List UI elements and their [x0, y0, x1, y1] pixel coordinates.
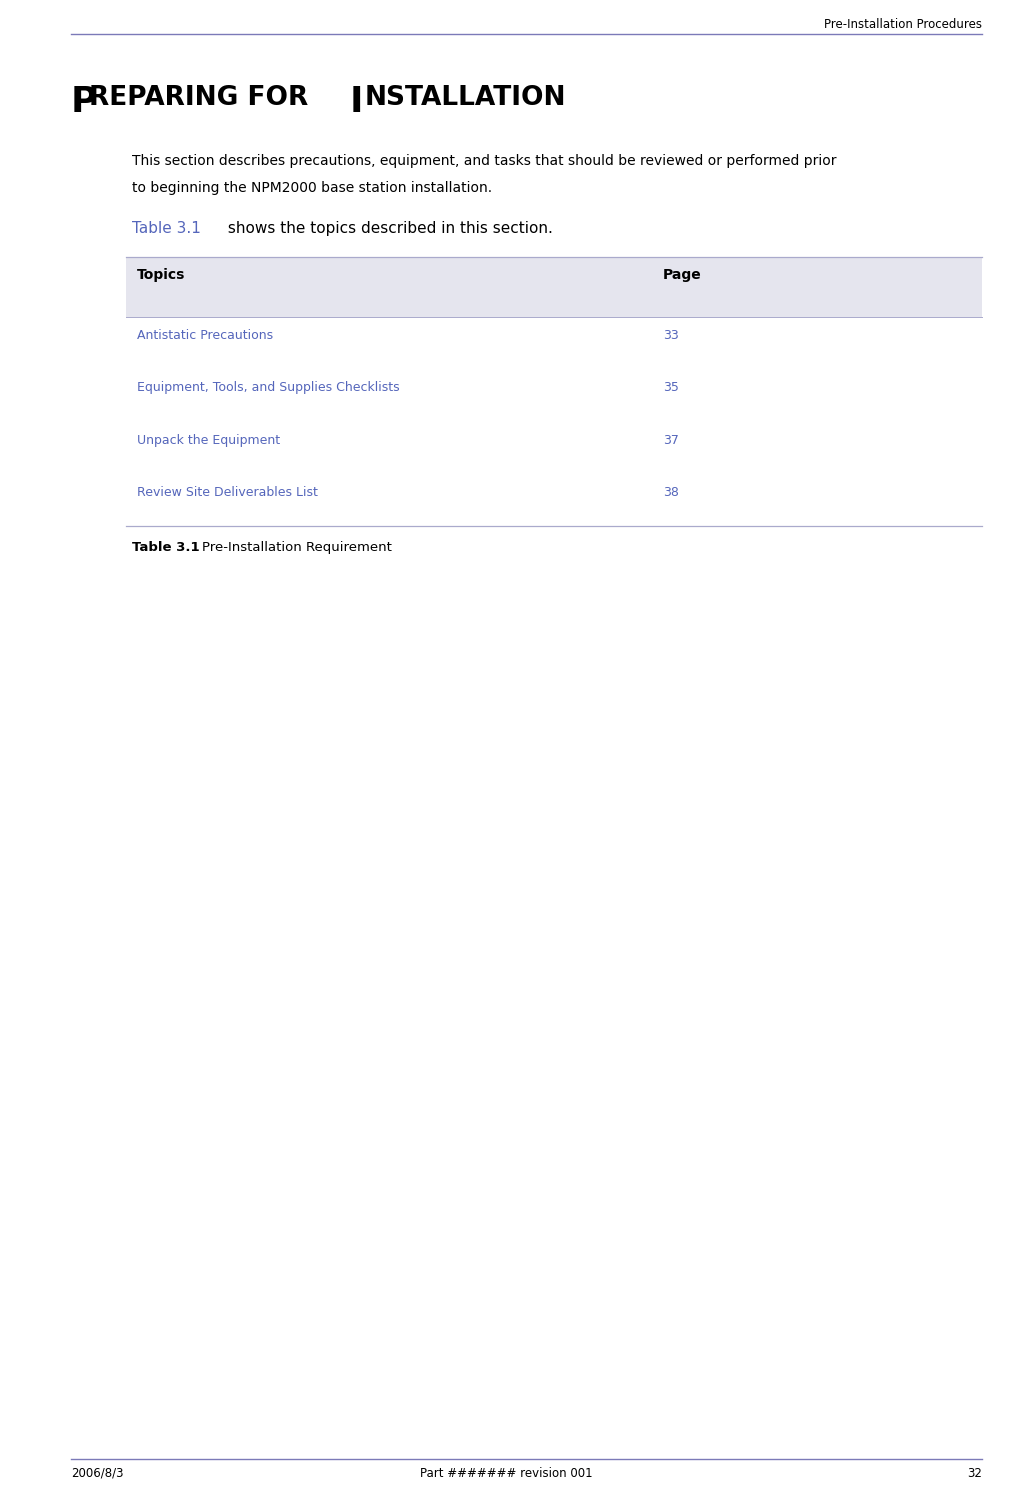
Text: 32: 32: [966, 1467, 981, 1480]
Text: Review Site Deliverables List: Review Site Deliverables List: [136, 486, 317, 499]
Text: Table 3.1: Table 3.1: [131, 541, 199, 555]
Text: Part ####### revision 001: Part ####### revision 001: [420, 1467, 591, 1480]
Text: This section describes precautions, equipment, and tasks that should be reviewed: This section describes precautions, equi…: [131, 154, 835, 167]
Text: Unpack the Equipment: Unpack the Equipment: [136, 434, 279, 447]
Text: 2006/8/3: 2006/8/3: [71, 1467, 123, 1480]
Text: shows the topics described in this section.: shows the topics described in this secti…: [222, 221, 552, 236]
Text: Pre-Installation Procedures: Pre-Installation Procedures: [823, 18, 981, 31]
Text: P: P: [71, 85, 97, 120]
Text: I: I: [349, 85, 362, 120]
Text: 38: 38: [662, 486, 678, 499]
Text: 33: 33: [662, 329, 678, 342]
Text: Page: Page: [662, 268, 701, 281]
Text: NSTALLATION: NSTALLATION: [364, 85, 565, 111]
Text: Topics: Topics: [136, 268, 185, 281]
Text: Equipment, Tools, and Supplies Checklists: Equipment, Tools, and Supplies Checklist…: [136, 381, 399, 395]
Text: 35: 35: [662, 381, 678, 395]
Text: REPARING FOR: REPARING FOR: [89, 85, 317, 111]
Text: Antistatic Precautions: Antistatic Precautions: [136, 329, 273, 342]
Text: Table 3.1: Table 3.1: [131, 221, 200, 236]
Text: Pre-Installation Requirement: Pre-Installation Requirement: [202, 541, 392, 555]
Text: to beginning the NPM2000 base station installation.: to beginning the NPM2000 base station in…: [131, 181, 491, 194]
Text: 37: 37: [662, 434, 678, 447]
